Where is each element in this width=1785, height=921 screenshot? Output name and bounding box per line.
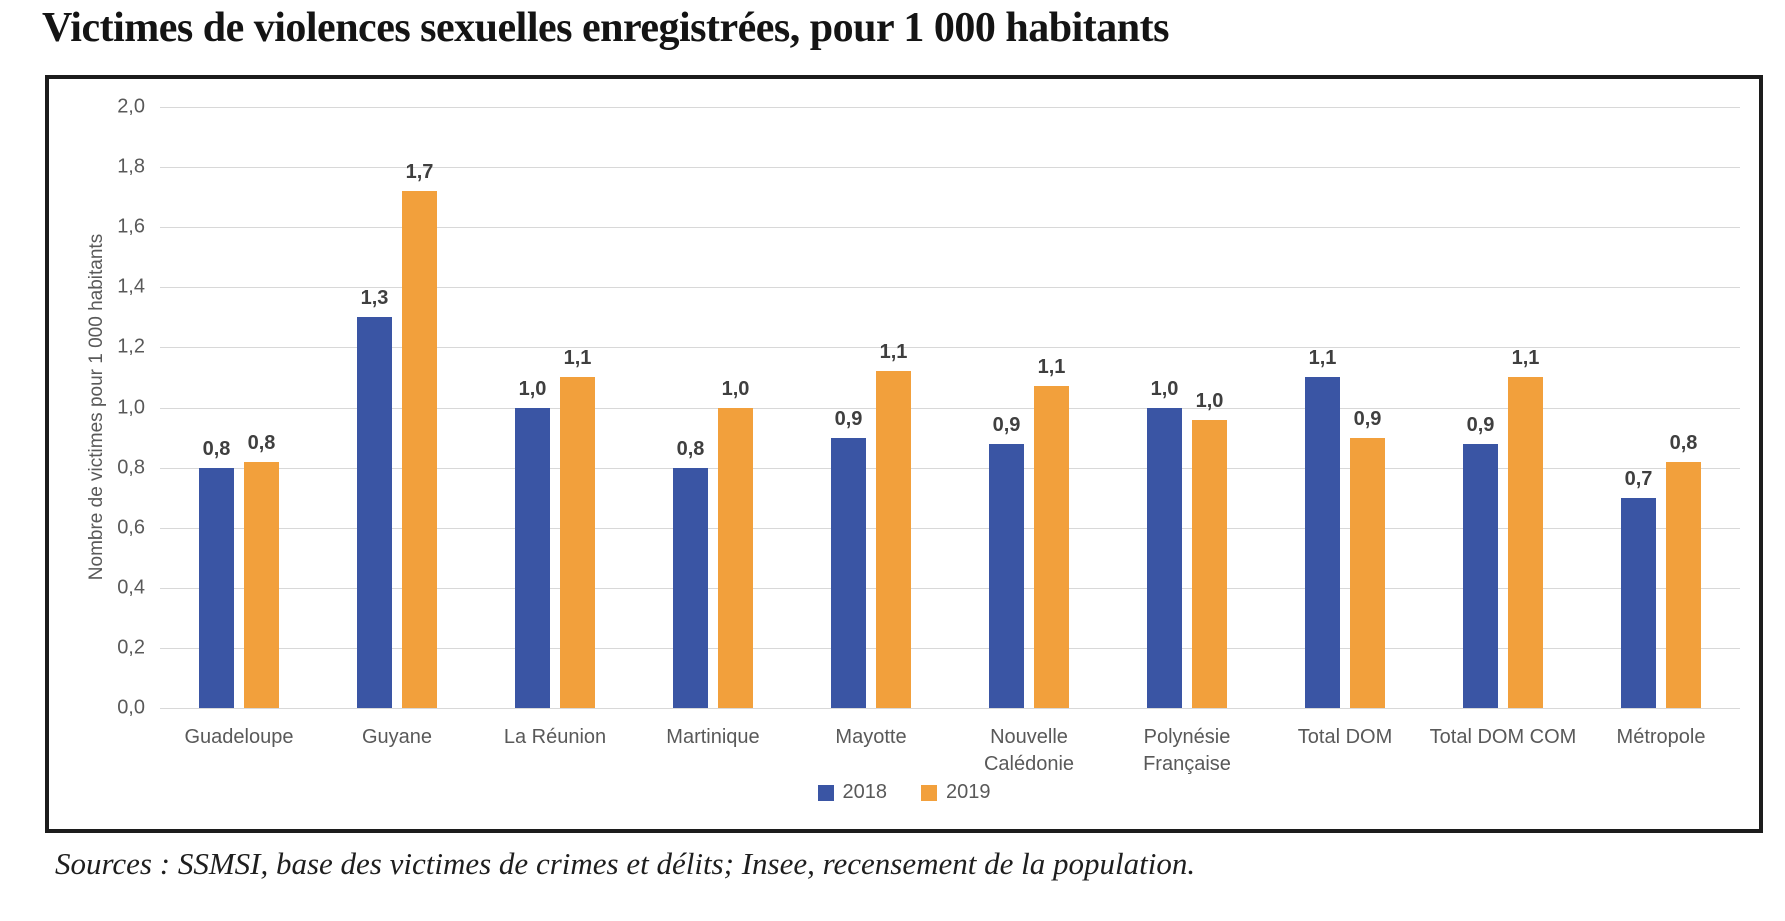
y-tick-label: 0,6 [117,516,145,539]
gridline [160,347,1740,349]
y-tick-label: 1,4 [117,275,145,298]
bar-2019: 1,0 [1192,390,1227,708]
bar-value-label: 1,0 [1195,389,1224,412]
y-tick-label: 1,0 [117,396,145,418]
x-category-label: Guyane [361,726,433,748]
bar-group-mayotte: 0,9 1,1 [792,341,950,708]
y-axis-ticks: 0,0 0,2 0,4 0,6 0,8 1,0 1,2 1,4 1,6 1,8 2,0 [49,96,145,719]
bar-2018: 0,8 [673,438,708,708]
bar-value-label: 0,8 [676,437,705,460]
bar-value-label: 1,0 [1150,377,1179,400]
x-category-label: Total DOM COM [1429,726,1577,748]
legend-swatch-icon [817,784,834,801]
gridline [160,407,1740,409]
gridline [160,467,1740,469]
bar-group-la-réunion: 1,0 1,1 [476,347,634,708]
bar-value-label: 0,9 [992,413,1021,436]
bar-group-total-dom-com: 0,9 1,1 [1424,347,1582,708]
bar-2018: 1,1 [1305,347,1340,708]
bar-2019: 1,7 [402,161,437,708]
bar-2019: 1,1 [876,341,911,708]
bar-value-label: 1,1 [1511,347,1540,370]
bar-2018: 1,0 [1147,378,1182,708]
x-category-label: Nouvelle Calédonie [983,726,1075,775]
legend-item-2018: 2018 [817,781,888,804]
y-tick-label: 1,2 [117,335,145,358]
gridline [160,167,1740,169]
bar-group-guyane: 1,3 1,7 [318,161,476,708]
bar-group-métropole: 0,7 0,8 [1582,432,1740,708]
bar-value-label: 0,8 [202,437,231,460]
bar-value-label: 0,9 [1466,413,1495,436]
bar-value-label: 0,9 [1353,407,1382,430]
y-tick-label: 1,8 [117,155,145,178]
chart-frame: Nombre de victimes pour 1 000 habitants … [45,75,1763,833]
bar-2018: 1,3 [357,287,392,708]
bar-value-label: 1,3 [360,287,389,310]
bar-value-label: 1,1 [1037,356,1066,379]
y-tick-label: 0,2 [117,636,145,659]
gridline [160,527,1740,529]
bar-2019: 0,8 [244,432,279,708]
bar-value-label: 0,8 [247,431,276,454]
x-category-label: Mayotte [835,726,907,748]
legend-label: 2018 [842,781,888,803]
bar-2019: 1,1 [1034,356,1069,708]
bar-2019: 1,1 [560,347,595,708]
bar-group-total-dom: 1,1 0,9 [1266,347,1424,708]
legend-label: 2019 [946,781,991,803]
bar-2018: 0,8 [199,438,234,708]
bar-2019: 1,1 [1508,347,1543,708]
bar-value-label: 0,8 [1669,431,1698,454]
bar-value-label: 1,1 [879,341,908,364]
legend-item-2019: 2019 [921,781,991,804]
gridline [160,107,1740,108]
x-category-label: Martinique [666,726,760,748]
bar-2018: 0,9 [989,414,1024,708]
x-category-label: La Réunion [503,726,607,748]
bar-2018: 0,9 [1463,414,1498,708]
bar-2019: 1,0 [718,378,753,708]
gridline [160,708,1740,709]
gridline [160,287,1740,289]
gridline [160,227,1740,229]
bar-value-label: 1,0 [518,377,547,400]
y-tick-label: 0,4 [117,576,145,599]
bar-group-polynésie-française: 1,0 1,0 [1108,378,1266,708]
bar-2019: 0,8 [1666,432,1701,708]
bar-value-label: 1,1 [1308,347,1337,370]
bar-value-label: 1,0 [721,377,750,400]
bar-value-label: 0,7 [1624,467,1653,490]
page-title: Victimes de violences sexuelles enregist… [42,5,1169,51]
bar-2018: 0,9 [831,408,866,708]
bar-group-nouvelle-calédonie: 0,9 1,1 [950,356,1108,708]
source-note: Sources : SSMSI, base des victimes de cr… [55,846,1196,881]
bar-2019: 0,9 [1350,408,1385,708]
bar-2018: 0,7 [1621,468,1656,708]
x-category-label: Polynésie Française [1143,726,1231,775]
bar-2018: 1,0 [515,378,550,708]
gridline [160,647,1740,649]
y-tick-label: 0,8 [117,456,145,479]
y-tick-label: 0,0 [117,696,145,719]
bar-value-label: 1,7 [405,161,434,184]
y-tick-label: 1,6 [117,215,145,238]
bar-group-martinique: 0,8 1,0 [634,378,792,708]
legend-swatch-icon [921,784,937,801]
plot-area: 0,8 0,8 1,3 1,7 1,0 1,1 0,8 1,0 0,9 1,1 0,9 1,1 1,0 1… [160,107,1740,709]
bar-group-guadeloupe: 0,8 0,8 [160,432,318,708]
gridline [160,587,1740,589]
x-category-label: Guadeloupe [184,726,294,748]
x-category-label: Métropole [1616,726,1706,748]
y-tick-label: 2,0 [117,95,145,118]
bar-value-label: 1,1 [563,347,592,370]
legend: 2018 2019 [49,781,1759,804]
bar-value-label: 0,9 [834,407,863,430]
x-category-label: Total DOM [1297,726,1393,748]
